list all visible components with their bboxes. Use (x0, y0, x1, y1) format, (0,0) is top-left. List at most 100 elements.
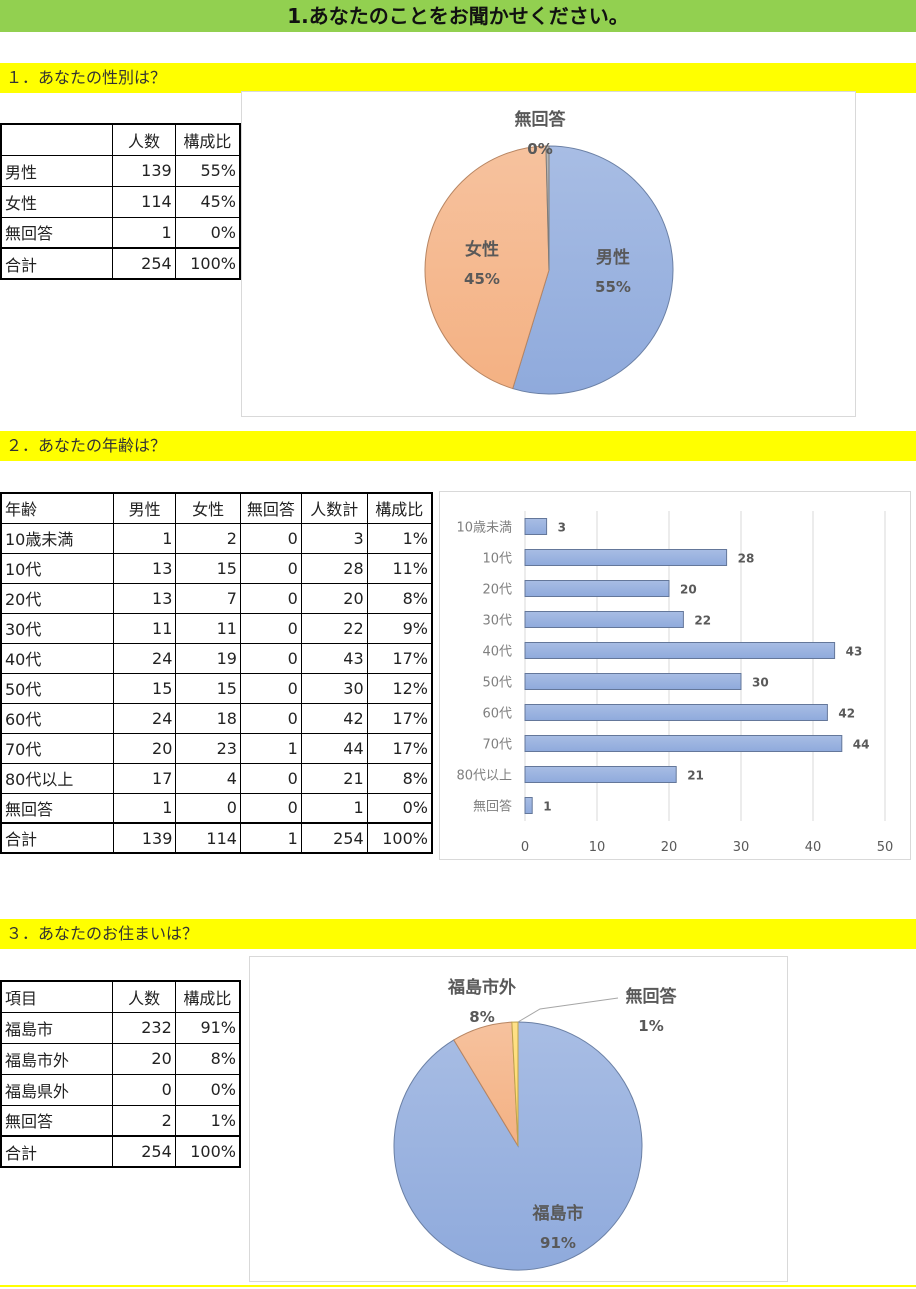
table-cell: 15 (112, 672, 177, 704)
table-header-cell: 人数 (112, 980, 176, 1013)
table-row: 60代 24 18 0 42 17% (0, 702, 433, 734)
table-row: 合計 139 114 1 254 100% (0, 822, 433, 854)
bar (524, 797, 533, 814)
bar (524, 704, 828, 721)
table-cell: 232 (112, 1011, 176, 1044)
table-cell: 0 (239, 702, 302, 734)
table-header-cell: 項目 (0, 980, 114, 1013)
table-cell: 114 (175, 822, 241, 854)
table-row: 50代 15 15 0 30 12% (0, 672, 433, 704)
section-residence-heading: ３．あなたのお住まいは？ (0, 919, 916, 949)
table-cell: 24 (112, 702, 177, 734)
table-cell: 0% (174, 216, 241, 249)
slice-percent-label: 91% (540, 1234, 576, 1252)
bar-data-label: 28 (738, 552, 755, 566)
y-category-label: 80代以上 (456, 769, 512, 784)
table-header-cell: 人数計 (300, 492, 368, 524)
bar (524, 735, 843, 752)
bar (524, 673, 742, 690)
page-banner: 1.あなたのことをお聞かせください。 (0, 0, 916, 32)
table-cell: 0 (239, 762, 302, 794)
table-row: 男性 139 55% (0, 154, 241, 187)
table-cell: 0 (239, 522, 302, 554)
table-row: 福島市 232 91% (0, 1011, 241, 1044)
table-cell: 0% (366, 792, 433, 824)
bar-data-label: 21 (687, 769, 704, 783)
table-cell: 114 (112, 185, 176, 218)
table-cell: 3 (300, 522, 368, 554)
table-cell: 0% (174, 1073, 241, 1106)
table-cell: 139 (112, 822, 177, 854)
bar (524, 766, 677, 783)
y-category-label: 10歳未満 (456, 521, 512, 536)
gender-pie-chart: 男性 55% 女性 45% 無回答 0% (241, 91, 856, 417)
table-cell: 0 (239, 552, 302, 584)
table-header-cell: 女性 (175, 492, 241, 524)
slice-label: 福島市 (532, 1203, 584, 1224)
slice-percent-label: 8% (469, 1008, 494, 1026)
table-cell: 1 (112, 216, 176, 249)
table-row: 無回答 1 0 0 1 0% (0, 792, 433, 824)
table-cell: 60代 (0, 702, 114, 734)
table-cell: 8% (174, 1042, 241, 1075)
bar-data-label: 44 (853, 738, 870, 752)
slice-percent-label: 0% (527, 140, 552, 158)
y-category-label: 20代 (482, 583, 512, 598)
slice-label: 無回答 (515, 109, 567, 130)
section-age-heading: ２．あなたの年齢は？ (0, 431, 916, 461)
table-cell: 17% (366, 732, 433, 764)
bar-data-label: 20 (680, 583, 697, 597)
residence-table: 項目 人数 構成比 福島市 232 91% 福島市外 20 8% 福島県外 0 0% 無回答 2 1% 合計 2… (0, 980, 241, 1168)
table-cell: 12% (366, 672, 433, 704)
table-cell: 0 (239, 582, 302, 614)
bar (524, 642, 836, 659)
table-cell: 13 (112, 582, 177, 614)
table-cell: 1 (239, 732, 302, 764)
table-row: 10歳未満 1 2 0 3 1% (0, 522, 433, 554)
table-cell: 23 (175, 732, 241, 764)
pie-slice (545, 145, 550, 271)
table-row: 女性 114 45% (0, 185, 241, 218)
table-cell: 40代 (0, 642, 114, 674)
table-cell: 合計 (0, 1135, 114, 1168)
pie-slice (424, 145, 550, 390)
table-cell: 30 (300, 672, 368, 704)
table-row: 70代 20 23 1 44 17% (0, 732, 433, 764)
table-row: 無回答 1 0% (0, 216, 241, 249)
table-cell: 254 (300, 822, 368, 854)
slice-label: 女性 (465, 239, 499, 260)
table-cell: 100% (174, 247, 241, 280)
bar-data-label: 30 (752, 676, 769, 690)
gender-table-header-row: 人数 構成比 (0, 123, 241, 156)
table-cell: 22 (300, 612, 368, 644)
table-cell: 0 (112, 1073, 176, 1106)
table-cell: 0 (239, 672, 302, 704)
table-cell: 1 (112, 522, 177, 554)
table-cell: 9% (366, 612, 433, 644)
table-cell: 福島市 (0, 1011, 114, 1044)
table-row: 合計 254 100% (0, 247, 241, 280)
table-cell: 17% (366, 642, 433, 674)
bar-data-label: 22 (694, 614, 711, 628)
table-cell: 91% (174, 1011, 241, 1044)
table-row: 30代 11 11 0 22 9% (0, 612, 433, 644)
table-cell: 1 (239, 822, 302, 854)
table-cell: 18 (175, 702, 241, 734)
table-cell: 42 (300, 702, 368, 734)
x-tick-label: 0 (521, 840, 529, 855)
table-row: 福島県外 0 0% (0, 1073, 241, 1106)
section-gender-heading: １．あなたの性別は？ (0, 63, 916, 93)
table-row: 無回答 2 1% (0, 1104, 241, 1137)
bar (524, 518, 548, 535)
table-cell: 100% (366, 822, 433, 854)
table-cell: 無回答 (0, 216, 114, 249)
table-cell: 8% (366, 762, 433, 794)
table-cell: 15 (175, 552, 241, 584)
table-cell: 139 (112, 154, 176, 187)
table-cell: 254 (112, 247, 176, 280)
age-table: 年齢 男性 女性 無回答 人数計 構成比 10歳未満 1 2 0 3 1% 10代 13 15 0 28 11% 2… (0, 492, 433, 854)
table-cell: 0 (239, 612, 302, 644)
pie-slice (511, 1021, 519, 1147)
x-tick-label: 10 (589, 840, 606, 855)
table-header-cell: 構成比 (174, 123, 241, 156)
